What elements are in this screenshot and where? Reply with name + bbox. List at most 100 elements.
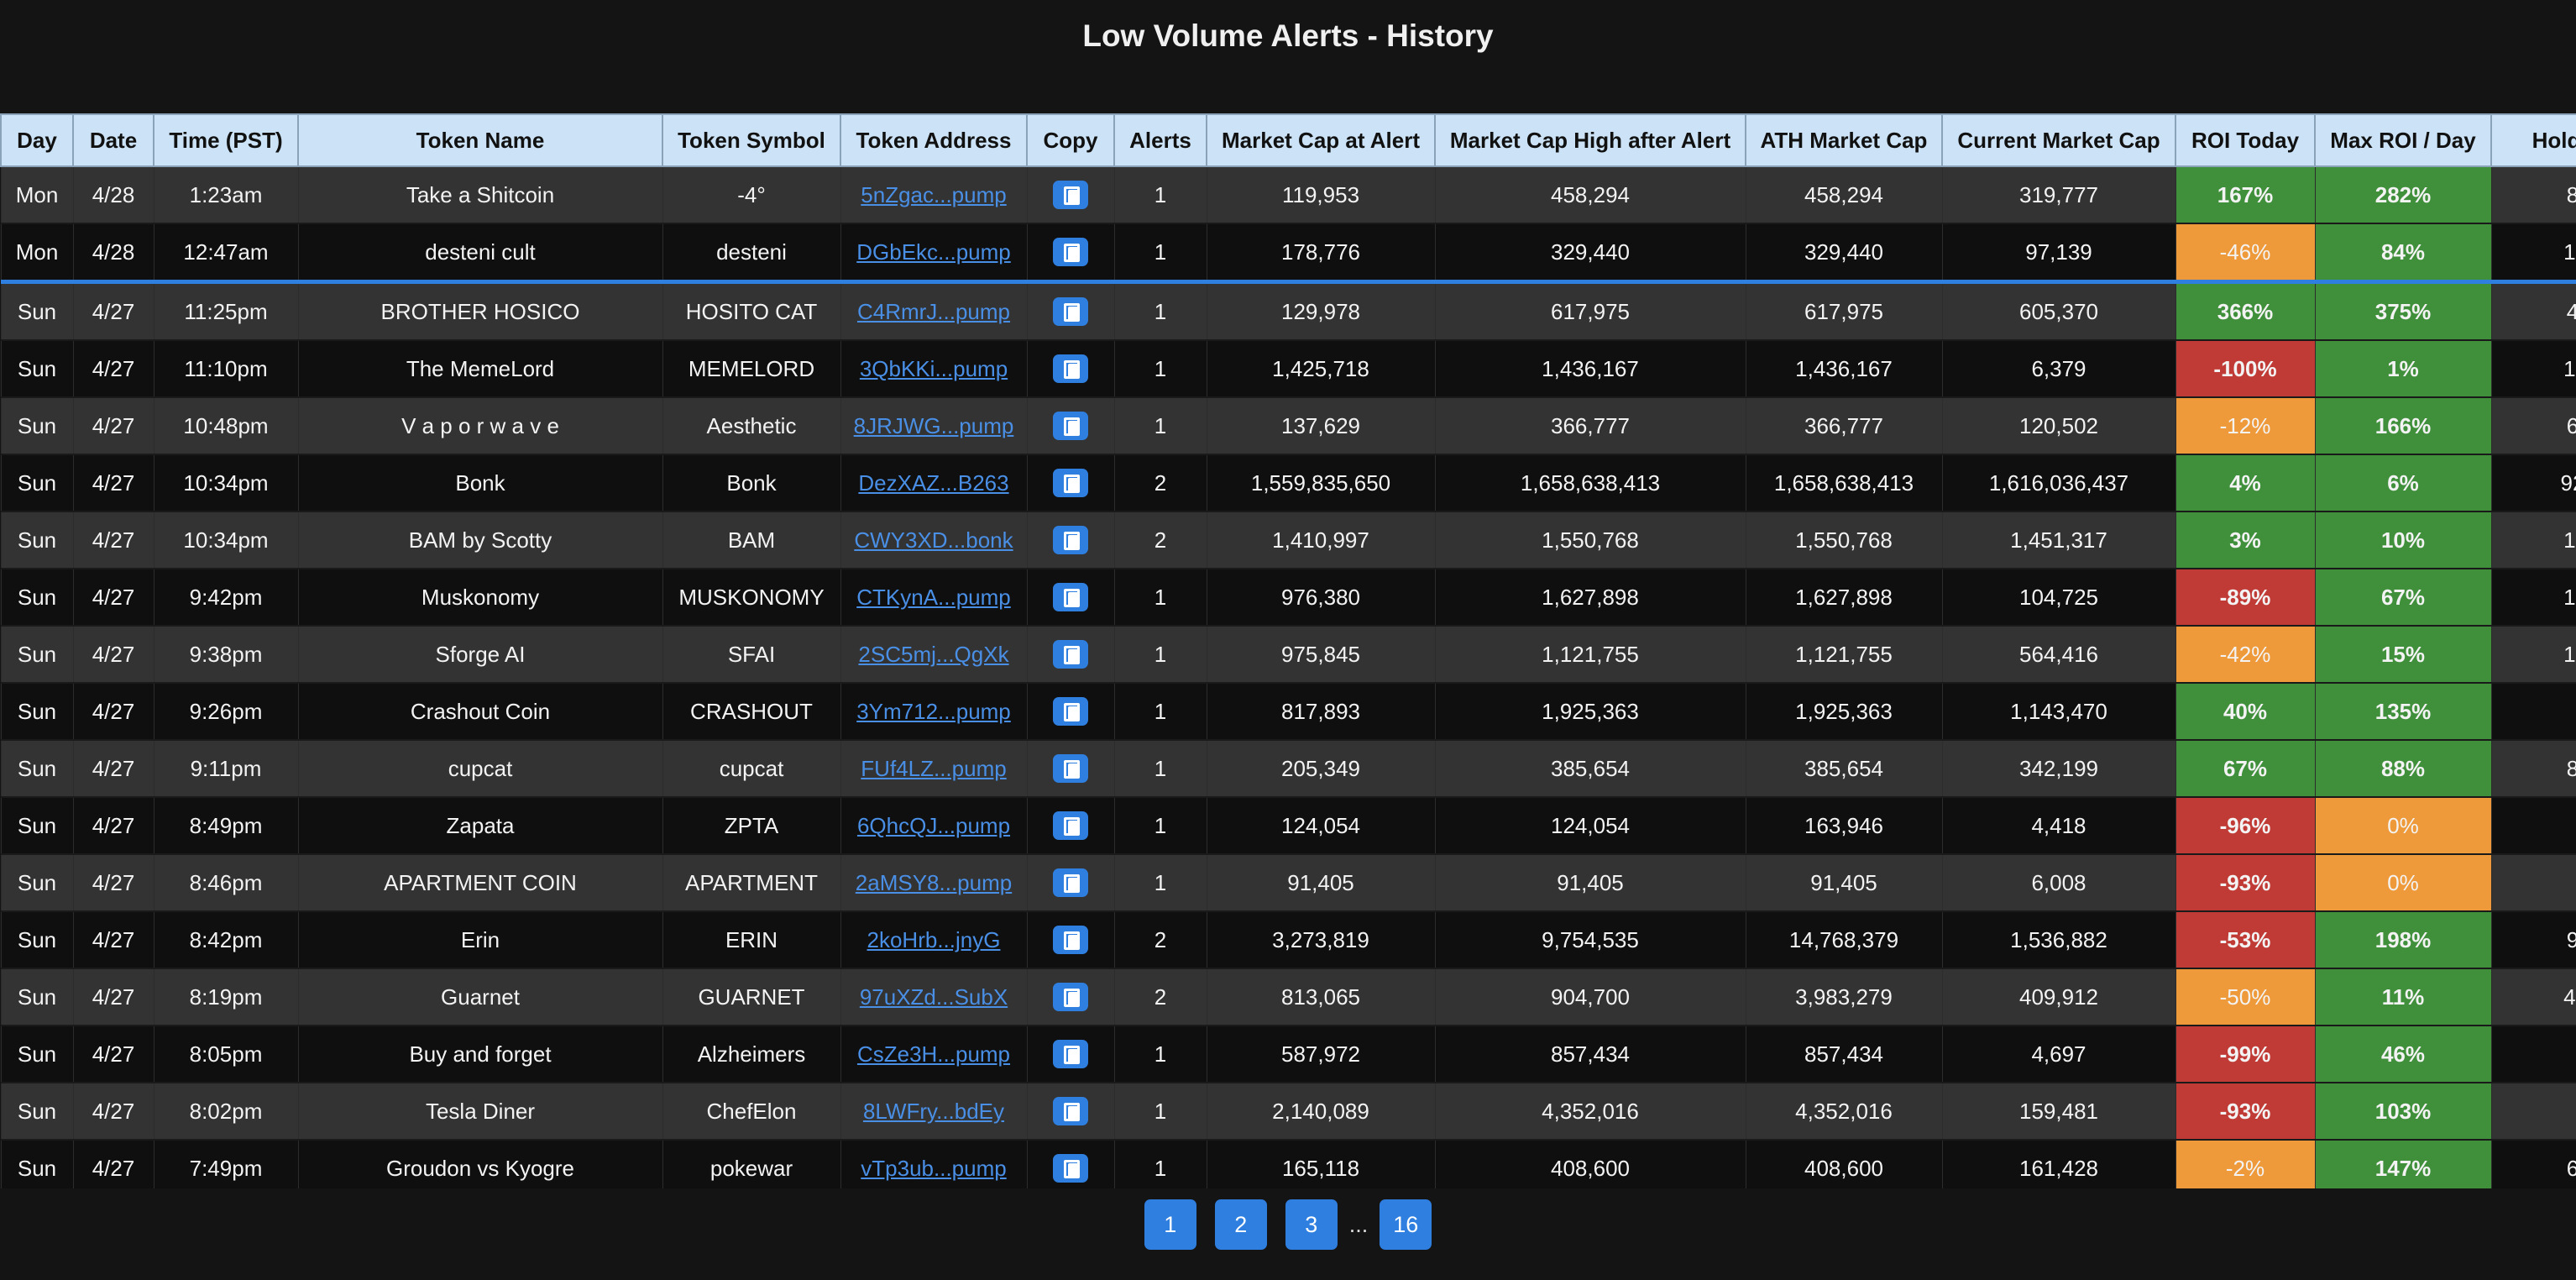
cell-copy [1026, 853, 1115, 912]
copy-icon[interactable] [1053, 1040, 1088, 1069]
cell-token-name: BROTHER HOSICO [297, 281, 663, 341]
cell-max-roi-day: 0% [2314, 853, 2492, 912]
cell-date: 4/28 [72, 165, 154, 224]
token-address-link[interactable]: C4RmrJ...pump [856, 298, 1011, 324]
token-address-link[interactable]: DGbEkc...pump [856, 239, 1011, 265]
table-row: Sun 4/27 8:42pm Erin ERIN 2koHrb...jnyG 2 3,273… [0, 910, 2576, 969]
token-address-link[interactable]: 8JRJWG...pump [853, 412, 1014, 438]
copy-icon[interactable] [1053, 181, 1088, 210]
cell-token-symbol: MUSKONOMY [662, 568, 841, 627]
token-address-link[interactable]: vTp3ub...pump [861, 1155, 1007, 1181]
cell-token-address: CWY3XD...bonk [840, 511, 1028, 569]
cell-time: 8:49pm [153, 796, 299, 855]
cell-market-cap-high: 366,777 [1434, 396, 1746, 455]
copy-icon[interactable] [1053, 983, 1088, 1012]
token-address-link[interactable]: 97uXZd...SubX [859, 984, 1008, 1010]
cell-ath-market-cap: 1,436,167 [1745, 339, 1943, 398]
token-address-link[interactable]: CTKynA...pump [856, 584, 1011, 610]
copy-icon[interactable] [1053, 754, 1088, 784]
cell-alerts: 1 [1113, 281, 1207, 341]
token-address-link[interactable]: 3QbKKi...pump [859, 355, 1008, 381]
token-address-link[interactable]: CWY3XD...bonk [854, 527, 1013, 553]
token-address-link[interactable]: DezXAZ...B263 [858, 470, 1009, 496]
cell-copy [1026, 223, 1115, 284]
table-row: Sun 4/27 10:48pm V a p o r w a v e Aesthetic… [0, 396, 2576, 455]
cell-copy [1026, 165, 1115, 224]
cell-holders: 4, [2490, 968, 2576, 1026]
page-button-1[interactable]: 1 [1144, 1199, 1196, 1250]
column-header-alerts: Alerts [1113, 113, 1207, 167]
table-row: Sun 4/27 10:34pm BAM by Scotty BAM CWY3XD...b… [0, 511, 2576, 569]
cell-time: 9:42pm [153, 568, 299, 627]
cell-time: 11:10pm [153, 339, 299, 398]
token-address-link[interactable]: 3Ym712...pump [856, 698, 1011, 724]
token-address-link[interactable]: 8LWFry...bdEy [862, 1098, 1005, 1124]
cell-current-market-cap: 605,370 [1941, 281, 2176, 341]
page-button-2[interactable]: 2 [1214, 1199, 1267, 1250]
table-body: Mon 4/28 1:23am Take a Shitcoin -4° 5nZgac...… [0, 165, 2576, 1188]
alerts-table-container[interactable]: Day Date Time (PST) Token Name Token Sym… [0, 113, 2576, 1188]
copy-icon[interactable] [1053, 640, 1088, 669]
cell-market-cap-high: 617,975 [1434, 281, 1746, 341]
cell-roi-today: -2% [2175, 1139, 2316, 1188]
copy-icon[interactable] [1053, 811, 1088, 841]
token-address-link[interactable]: 2aMSY8...pump [855, 869, 1013, 895]
cell-day: Sun [0, 396, 74, 455]
table-row: Sun 4/27 8:02pm Tesla Diner ChefElon 8LWFry..… [0, 1082, 2576, 1141]
cell-date: 4/27 [72, 1139, 154, 1188]
copy-icon[interactable] [1053, 1097, 1088, 1126]
cell-token-name: Guarnet [297, 968, 663, 1026]
cell-day: Sun [0, 281, 74, 341]
cell-date: 4/27 [72, 568, 154, 627]
cell-token-name: Tesla Diner [297, 1082, 663, 1141]
page-button-3[interactable]: 3 [1285, 1199, 1338, 1250]
cell-current-market-cap: 342,199 [1941, 739, 2176, 798]
cell-market-cap-high: 124,054 [1434, 796, 1746, 855]
copy-icon[interactable] [1053, 297, 1088, 327]
cell-market-cap-at-alert: 1,559,835,650 [1206, 454, 1436, 512]
cell-max-roi-day: 11% [2314, 968, 2492, 1026]
copy-icon[interactable] [1053, 926, 1088, 955]
cell-copy [1026, 511, 1115, 569]
page-button-16[interactable]: 16 [1380, 1199, 1432, 1250]
copy-icon[interactable] [1053, 526, 1088, 555]
copy-icon[interactable] [1053, 412, 1088, 441]
column-header-holders: Holders [2490, 113, 2576, 167]
token-address-link[interactable]: 6QhcQJ...pump [856, 812, 1011, 838]
cell-token-address: 3Ym712...pump [840, 682, 1028, 741]
cell-date: 4/27 [72, 1025, 154, 1083]
copy-icon[interactable] [1053, 868, 1088, 898]
cell-token-symbol: APARTMENT [662, 853, 841, 912]
table-row: Sun 4/27 8:05pm Buy and forget Alzheimers CsZ… [0, 1025, 2576, 1083]
copy-icon[interactable] [1053, 583, 1088, 612]
copy-icon[interactable] [1053, 354, 1088, 384]
cell-holders [2490, 796, 2576, 855]
cell-current-market-cap: 104,725 [1941, 568, 2176, 627]
token-address-link[interactable]: FUf4LZ...pump [861, 755, 1007, 781]
cell-token-name: Buy and forget [297, 1025, 663, 1083]
copy-icon[interactable] [1053, 1154, 1088, 1183]
cell-holders: 4 [2490, 281, 2576, 341]
token-address-link[interactable]: 2SC5mj...QgXk [858, 641, 1009, 667]
cell-market-cap-at-alert: 3,273,819 [1206, 910, 1436, 969]
copy-icon[interactable] [1053, 238, 1088, 267]
token-address-link[interactable]: 5nZgac...pump [861, 181, 1007, 207]
cell-copy [1026, 1025, 1115, 1083]
cell-current-market-cap: 4,418 [1941, 796, 2176, 855]
table-row: Sun 4/27 11:10pm The MemeLord MEMELORD 3QbKKi… [0, 339, 2576, 398]
cell-ath-market-cap: 385,654 [1745, 739, 1943, 798]
cell-date: 4/27 [72, 682, 154, 741]
cell-day: Sun [0, 568, 74, 627]
token-address-link[interactable]: CsZe3H...pump [856, 1041, 1011, 1067]
cell-max-roi-day: 84% [2314, 223, 2492, 284]
cell-alerts: 1 [1113, 223, 1207, 284]
cell-market-cap-at-alert: 1,410,997 [1206, 511, 1436, 569]
cell-token-name: BAM by Scotty [297, 511, 663, 569]
cell-market-cap-at-alert: 205,349 [1206, 739, 1436, 798]
copy-icon[interactable] [1053, 697, 1088, 727]
copy-icon[interactable] [1053, 469, 1088, 498]
cell-market-cap-at-alert: 817,893 [1206, 682, 1436, 741]
token-address-link[interactable]: 2koHrb...jnyG [867, 926, 1001, 952]
cell-holders: 6 [2490, 1139, 2576, 1188]
cell-day: Sun [0, 1139, 74, 1188]
